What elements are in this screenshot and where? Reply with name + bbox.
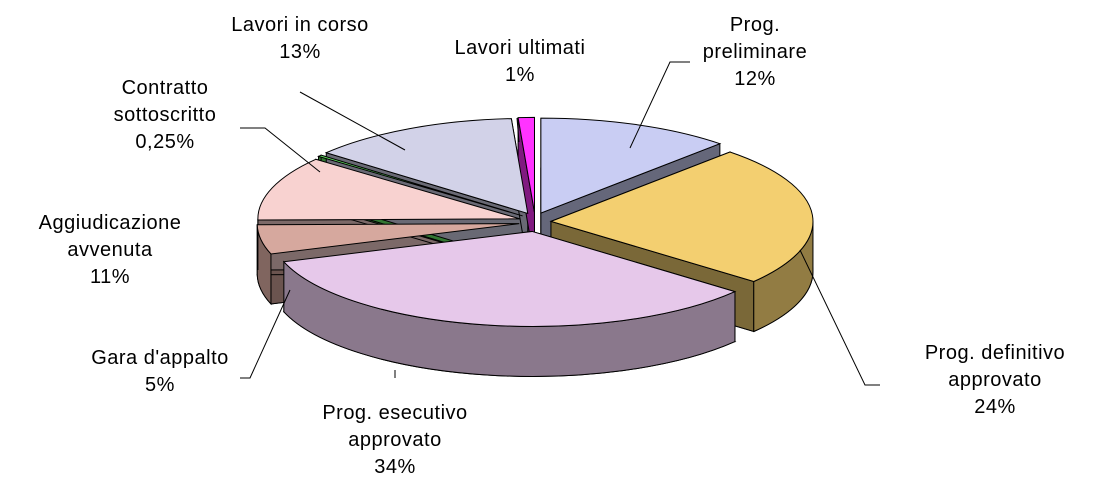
slice-label: Contratto sottoscritto 0,25%	[90, 75, 240, 156]
leader-line	[240, 289, 291, 379]
slice-label: Prog. preliminare 12%	[690, 12, 820, 93]
slice-label: Lavori ultimati 1%	[410, 35, 630, 89]
leader-line	[799, 249, 880, 386]
leader-line	[240, 127, 321, 173]
value-label: 11%	[89, 266, 131, 288]
slice-label: Prog. esecutivo approvato 34%	[280, 400, 510, 481]
value-label: 24%	[974, 396, 1016, 418]
value-label: 12%	[734, 68, 776, 90]
category-label: Lavori in corso	[231, 14, 369, 36]
value-label: 1%	[505, 64, 535, 86]
category-label: Gara d'appalto	[91, 347, 229, 369]
category-label: Contratto sottoscritto	[113, 77, 217, 126]
leader-line	[516, 117, 520, 143]
slice-label: Aggiudicazione avvenuta 11%	[15, 210, 205, 291]
slice	[324, 118, 529, 215]
value-label: 5%	[145, 374, 175, 396]
slice	[256, 223, 520, 255]
slice	[282, 230, 737, 327]
category-label: Prog. preliminare	[702, 14, 808, 63]
leader-line	[299, 91, 406, 151]
slice-label: Lavori in corso 13%	[190, 12, 410, 66]
slice-label: Prog. definitivo approvato 24%	[880, 340, 1096, 421]
slice	[517, 116, 535, 213]
value-label: 13%	[279, 41, 321, 63]
category-label: Prog. esecutivo approvato	[322, 402, 468, 451]
slice	[317, 154, 523, 217]
category-label: Aggiudicazione avvenuta	[38, 212, 182, 261]
slice	[540, 117, 722, 214]
slice	[257, 158, 521, 221]
value-label: 0,25%	[135, 131, 195, 153]
category-label: Prog. definitivo approvato	[924, 342, 1066, 391]
slice	[549, 151, 814, 283]
leader-line	[629, 61, 690, 149]
value-label: 34%	[374, 456, 416, 478]
category-label: Lavori ultimati	[454, 37, 586, 59]
slice-label: Gara d'appalto 5%	[50, 345, 270, 399]
